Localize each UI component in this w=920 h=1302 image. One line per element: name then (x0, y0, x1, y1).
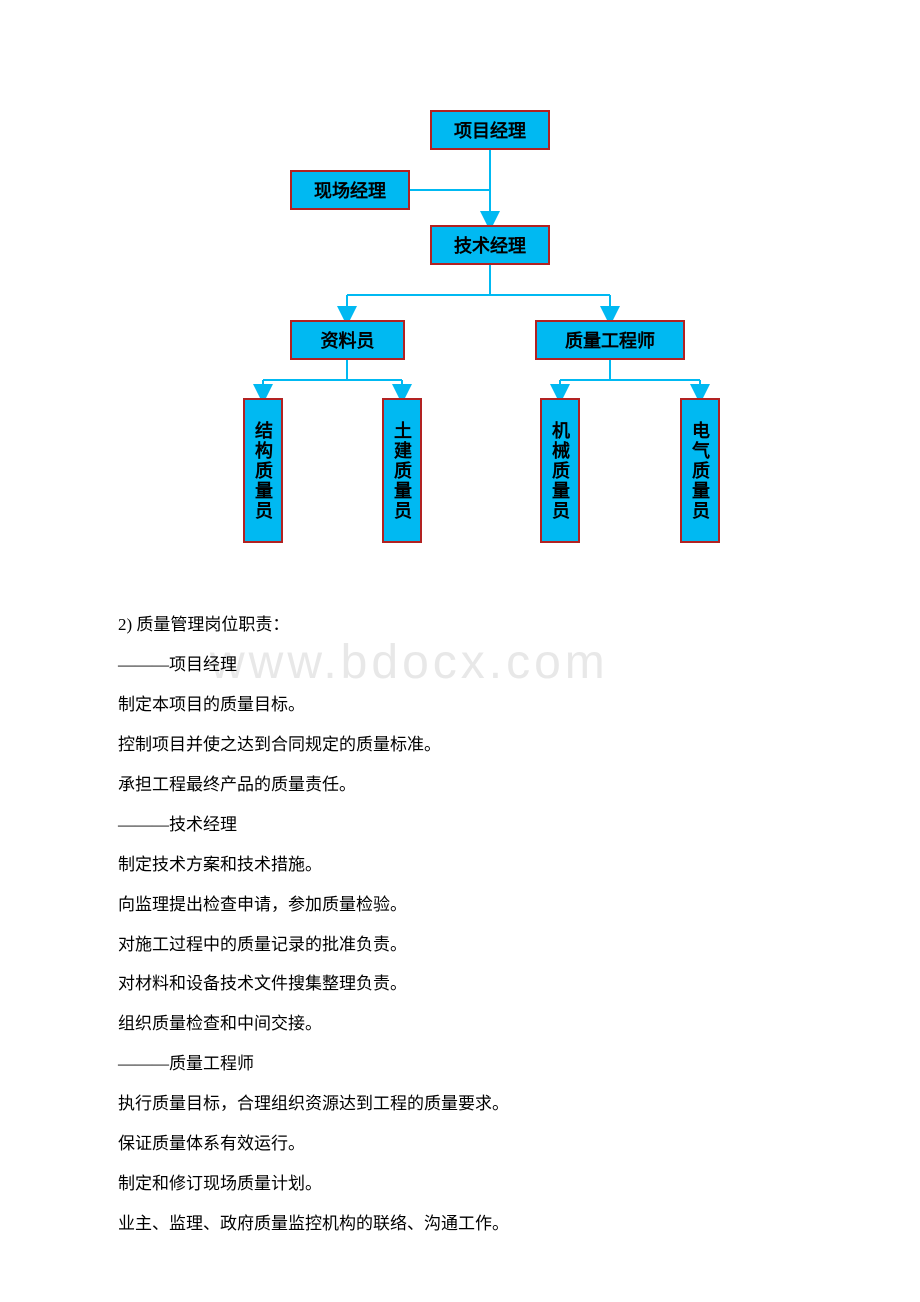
text-line: ———质量工程师 (118, 1044, 838, 1084)
node-structure-quality: 结构质量员 (243, 398, 283, 543)
text-line: 对材料和设备技术文件搜集整理负责。 (118, 964, 838, 1004)
node-label: 资料员 (321, 327, 375, 353)
text-line: 制定本项目的质量目标。 (118, 685, 838, 725)
node-label: 电气质量员 (687, 421, 713, 521)
body-text: 2) 质量管理岗位职责： ———项目经理 制定本项目的质量目标。 控制项目并使之… (118, 605, 838, 1244)
text-line: 制定和修订现场质量计划。 (118, 1164, 838, 1204)
org-chart-diagram: 项目经理 现场经理 技术经理 资料员 质量工程师 结构质量员 土建质量员 机械质… (0, 90, 920, 575)
page-container: 项目经理 现场经理 技术经理 资料员 质量工程师 结构质量员 土建质量员 机械质… (0, 0, 920, 1302)
node-label: 技术经理 (454, 232, 526, 258)
text-line: 向监理提出检查申请，参加质量检验。 (118, 885, 838, 925)
node-label: 项目经理 (454, 117, 526, 143)
text-line: 对施工过程中的质量记录的批准负责。 (118, 925, 838, 965)
text-line: 组织质量检查和中间交接。 (118, 1004, 838, 1044)
node-tech-manager: 技术经理 (430, 225, 550, 265)
diagram-connectors (0, 90, 920, 575)
text-line: 业主、监理、政府质量监控机构的联络、沟通工作。 (118, 1204, 838, 1244)
node-label: 土建质量员 (389, 421, 415, 521)
node-site-manager: 现场经理 (290, 170, 410, 210)
text-line: 承担工程最终产品的质量责任。 (118, 765, 838, 805)
text-line: 控制项目并使之达到合同规定的质量标准。 (118, 725, 838, 765)
node-label: 现场经理 (314, 177, 386, 203)
node-quality-engineer: 质量工程师 (535, 320, 685, 360)
node-label: 机械质量员 (547, 421, 573, 521)
node-documenter: 资料员 (290, 320, 405, 360)
node-electrical-quality: 电气质量员 (680, 398, 720, 543)
text-line: 2) 质量管理岗位职责： (118, 605, 838, 645)
node-label: 结构质量员 (250, 421, 276, 521)
text-line: 制定技术方案和技术措施。 (118, 845, 838, 885)
text-line: 保证质量体系有效运行。 (118, 1124, 838, 1164)
text-line: 执行质量目标，合理组织资源达到工程的质量要求。 (118, 1084, 838, 1124)
node-label: 质量工程师 (565, 327, 655, 353)
text-line: ———技术经理 (118, 805, 838, 845)
node-project-manager: 项目经理 (430, 110, 550, 150)
node-mechanical-quality: 机械质量员 (540, 398, 580, 543)
node-civil-quality: 土建质量员 (382, 398, 422, 543)
text-line: ———项目经理 (118, 645, 838, 685)
